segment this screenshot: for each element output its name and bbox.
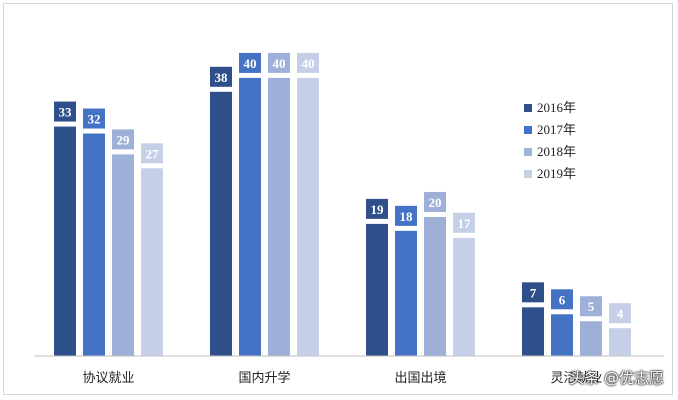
bar-chart: 33 32 29 27 38 40 40 40 19 18 20 17 7 6 5 4 协议就业 国内升学 出国出… [34, 52, 664, 386]
bar-0-1 [83, 133, 105, 356]
data-label-box-0-2 [112, 129, 134, 150]
bar-1-0 [210, 91, 232, 357]
data-label-2-3: 17 [458, 216, 472, 231]
bar-2-3 [453, 237, 475, 356]
data-label-box-1-3 [297, 52, 319, 73]
data-label-1-0: 38 [215, 70, 229, 85]
watermark-text: 头条 @优志愿 [569, 369, 664, 387]
bar-3-1 [551, 314, 573, 356]
data-label-0-3: 27 [146, 146, 160, 161]
data-label-0-2: 29 [117, 132, 131, 147]
data-label-box-3-2 [580, 296, 602, 317]
data-label-3-0: 7 [530, 285, 537, 300]
data-label-box-0-3 [141, 143, 163, 164]
data-label-2-0: 19 [371, 202, 385, 217]
data-label-box-1-0 [210, 66, 232, 87]
legend-label-2: 2018年 [537, 144, 576, 159]
data-label-0-1: 32 [88, 112, 101, 127]
bar-2-1 [395, 230, 417, 356]
legend-label-3: 2019年 [537, 166, 576, 181]
data-label-box-1-1 [239, 52, 261, 73]
data-label-2-2: 20 [429, 195, 442, 210]
data-label-box-2-1 [395, 205, 417, 226]
bar-2-0 [366, 223, 388, 356]
x-tick-labels-group: 协议就业 国内升学 出国出境 灵活就业 [82, 370, 602, 386]
x-tick-label-0: 协议就业 [82, 371, 134, 386]
legend-swatch-1 [524, 126, 532, 134]
data-label-box-0-1 [83, 108, 105, 129]
x-tick-label-3: 灵活就业 [550, 371, 602, 386]
data-label-box-1-2 [268, 52, 290, 73]
bar-1-2 [268, 77, 290, 357]
data-label-box-2-0 [366, 198, 388, 219]
legend-label-0: 2016年 [537, 100, 576, 115]
data-label-1-3: 40 [302, 56, 315, 71]
x-tick-label-1: 国内升学 [238, 370, 290, 386]
data-label-box-3-1 [551, 289, 573, 310]
data-label-3-2: 5 [588, 299, 595, 314]
data-label-3-1: 6 [559, 292, 566, 307]
data-label-box-2-2 [424, 191, 446, 212]
data-label-1-1: 40 [244, 56, 257, 71]
bar-1-3 [297, 77, 319, 357]
data-label-box-3-0 [522, 282, 544, 303]
legend-label-1: 2017年 [537, 122, 576, 137]
data-label-3-3: 4 [617, 306, 624, 321]
data-label-2-1: 18 [400, 209, 414, 224]
legend-swatch-2 [524, 148, 532, 156]
legend-swatch-3 [524, 170, 532, 178]
chart-frame: 33 32 29 27 38 40 40 40 19 18 20 17 7 6 5 4 协议就业 国内升学 出国出… [3, 3, 673, 395]
bar-0-2 [112, 154, 134, 356]
data-label-0-0: 33 [59, 105, 73, 120]
data-label-box-0-0 [54, 101, 76, 122]
data-label-box-2-3 [453, 212, 475, 233]
bar-3-2 [580, 321, 602, 356]
bar-3-0 [522, 307, 544, 356]
bar-3-3 [609, 328, 631, 356]
x-tick-label-2: 出国出境 [394, 371, 446, 386]
bar-0-3 [141, 168, 163, 356]
bars-group [54, 77, 631, 357]
legend-swatch-0 [524, 104, 532, 112]
bar-2-2 [424, 216, 446, 356]
data-label-box-3-3 [609, 303, 631, 324]
bar-1-1 [239, 77, 261, 357]
bar-0-0 [54, 126, 76, 356]
data-labels-group: 33 32 29 27 38 40 40 40 19 18 20 17 7 6 5 4 [54, 52, 631, 324]
data-label-1-2: 40 [273, 56, 286, 71]
legend: 2016年 2017年 2018年 2019年 [524, 100, 576, 181]
